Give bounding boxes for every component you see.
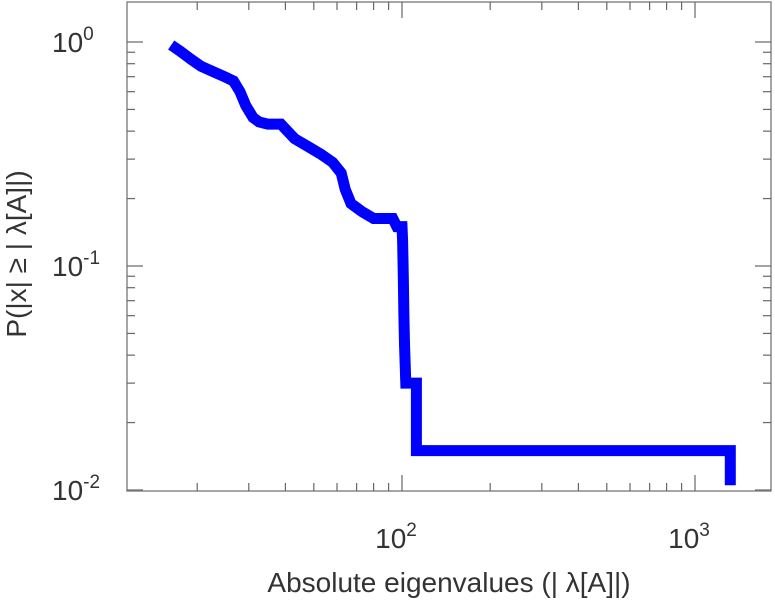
y-tick-label: 100	[52, 24, 94, 58]
axis-ticks	[127, 2, 771, 491]
x-tick-label: 103	[668, 520, 710, 554]
x-axis-label: Absolute eigenvalues (| λ[A]|)	[267, 567, 630, 598]
y-tick-label: 10-2	[52, 472, 100, 506]
y-axis-label: P(|x| ≥ | λ[A]|)	[1, 170, 32, 337]
series-line	[168, 40, 736, 486]
plot-frame	[126, 1, 772, 492]
x-tick-labels: 102 103	[375, 520, 710, 554]
x-tick-label: 102	[375, 520, 417, 554]
y-tick-label: 10-1	[52, 248, 100, 282]
y-tick-labels: 100 10-1 10-2	[52, 24, 100, 506]
